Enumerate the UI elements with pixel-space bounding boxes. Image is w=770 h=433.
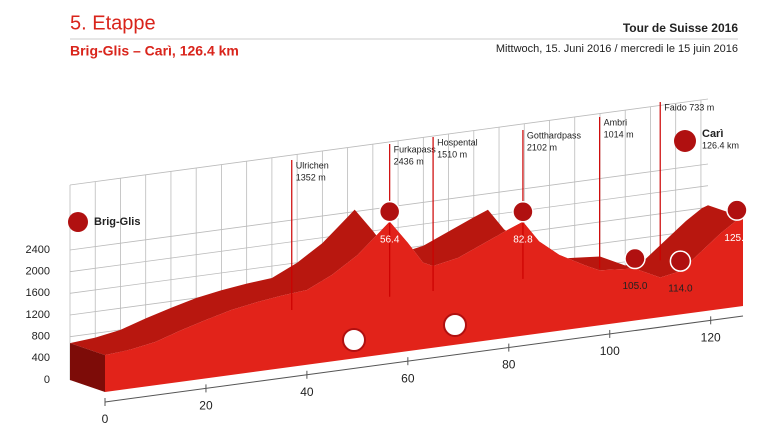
x-tick-label: 60: [401, 371, 415, 385]
km-marker-label: 125.2: [724, 233, 749, 244]
x-axis: [104, 315, 744, 403]
place-elevation: 1510 m: [437, 149, 467, 159]
place-elevation: 1352 m: [296, 172, 326, 182]
place-elevation: 2102 m: [527, 142, 557, 152]
x-tick-label: 100: [600, 344, 620, 358]
place-name: Gotthardpass: [527, 130, 582, 140]
profile-area: [105, 217, 743, 392]
finish-distance: 126.4 km: [702, 140, 739, 150]
km-marker-label: 56.4: [380, 234, 400, 245]
race-name: Tour de Suisse 2016: [623, 21, 738, 35]
km-marker-label: 114.0: [668, 284, 693, 295]
km-marker-label: 105.0: [622, 281, 647, 292]
x-tick-label: 20: [199, 399, 213, 413]
chart-subtitle: Brig-Glis – Carì, 126.4 km: [70, 43, 239, 59]
start-icon: [68, 212, 88, 232]
y-tick-label: 400: [32, 352, 50, 364]
race-date: Mittwoch, 15. Juni 2016 / mercredi le 15…: [496, 43, 738, 55]
place-name: Hospental: [437, 137, 478, 147]
km-marker-icon: [726, 199, 748, 221]
chart-title: 5. Etappe: [70, 12, 156, 34]
grid-line-top: [69, 98, 709, 186]
place-name: Ulrichen: [296, 160, 329, 170]
profile-top: [70, 205, 743, 356]
place-elevation: 2436 m: [394, 156, 424, 166]
km-marker-label: 82.8: [513, 234, 533, 245]
x-tick-label: 80: [502, 358, 516, 372]
x-tick-label: 40: [300, 385, 314, 399]
y-tick-label: 0: [44, 374, 50, 386]
start-label: Brig-Glis: [94, 216, 140, 228]
km-marker-icon: [378, 200, 401, 223]
finish-name: Carì: [702, 128, 723, 140]
place-name: Furkapass: [394, 144, 437, 154]
y-tick-label: 2400: [26, 244, 50, 256]
y-tick-label: 1600: [26, 287, 50, 299]
feed-icon: [342, 328, 366, 352]
feed-icon: [443, 313, 467, 337]
x-tick-label: 120: [701, 331, 721, 345]
place-name: Ambri: [604, 117, 628, 127]
y-tick-label: 2000: [26, 266, 50, 278]
km-marker-icon: [669, 250, 692, 272]
finish-icon: [674, 130, 696, 152]
profile-end: [70, 343, 105, 392]
x-tick-label: 0: [102, 412, 109, 426]
km-marker-icon: [624, 247, 646, 270]
y-tick-label: 800: [32, 331, 50, 343]
km-marker-icon: [512, 201, 534, 223]
place-name: Faido 733 m: [664, 102, 714, 112]
place-elevation: 1014 m: [604, 129, 634, 139]
y-tick-label: 1200: [26, 309, 50, 321]
